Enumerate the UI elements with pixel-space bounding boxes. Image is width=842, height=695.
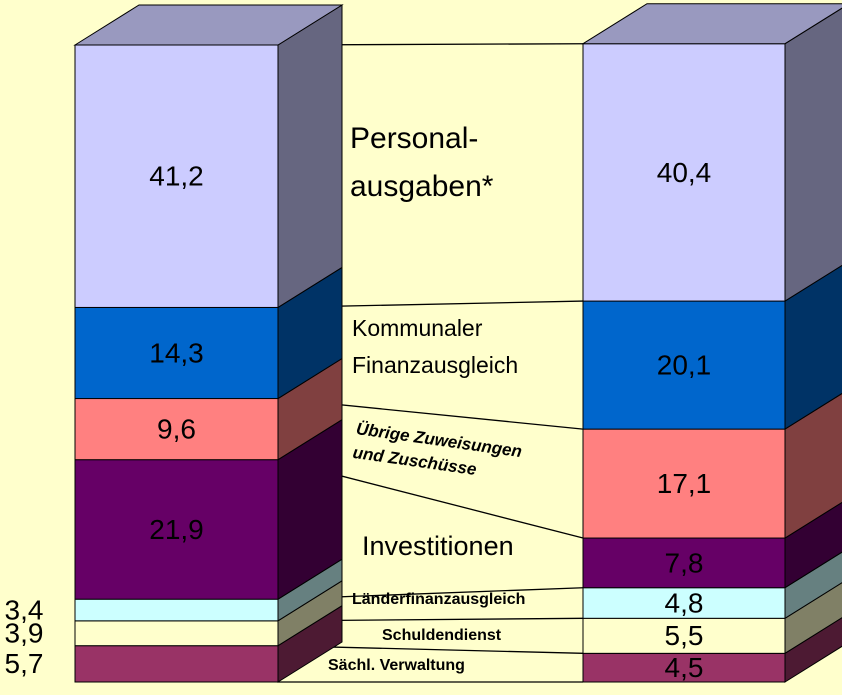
bar	[582, 652, 786, 683]
value-label: 41,2	[149, 161, 204, 192]
value-label: 14,3	[149, 337, 204, 368]
bar-side	[277, 4, 343, 309]
bar	[582, 587, 786, 619]
bar	[74, 645, 279, 683]
bar	[74, 398, 279, 461]
value-label: 40,4	[657, 157, 712, 188]
bar	[74, 459, 279, 600]
bar	[74, 44, 279, 308]
series-label-line: Finanzausgleich	[352, 352, 518, 378]
value-label: 4,5	[665, 652, 704, 683]
series-label: Schuldendienst	[382, 627, 502, 644]
series-label: Personal-ausgaben*	[350, 122, 494, 203]
value-label: 21,9	[149, 514, 204, 545]
value-label: 17,1	[657, 468, 712, 499]
bar-side	[784, 7, 842, 302]
value-label: 3,4	[5, 594, 44, 625]
series-label: Sächl. Verwaltung	[328, 657, 465, 674]
bar-top	[581, 3, 842, 45]
series-label: Länderfinanzausgleich	[352, 591, 525, 608]
series-label-line: Personal-	[350, 122, 478, 155]
value-label: 20,1	[657, 349, 712, 380]
series-label-line: Kommunaler	[352, 315, 483, 341]
value-label: 5,5	[665, 620, 704, 651]
value-label: 7,8	[665, 547, 704, 578]
value-label: 9,6	[157, 414, 196, 445]
bar	[582, 617, 786, 654]
bar	[74, 598, 279, 622]
value-label: 3,9	[5, 618, 44, 649]
bar-top	[73, 4, 344, 46]
series-label: Kommunaler Finanzausgleich	[352, 315, 518, 378]
value-label: 5,7	[5, 648, 44, 679]
bar	[74, 620, 279, 647]
value-label: 4,8	[665, 587, 704, 618]
series-label-line: ausgaben*	[350, 170, 494, 203]
bar	[74, 306, 279, 400]
bar	[582, 300, 786, 430]
bar	[582, 537, 786, 589]
series-label: Investitionen	[362, 531, 514, 561]
bar	[582, 43, 786, 302]
